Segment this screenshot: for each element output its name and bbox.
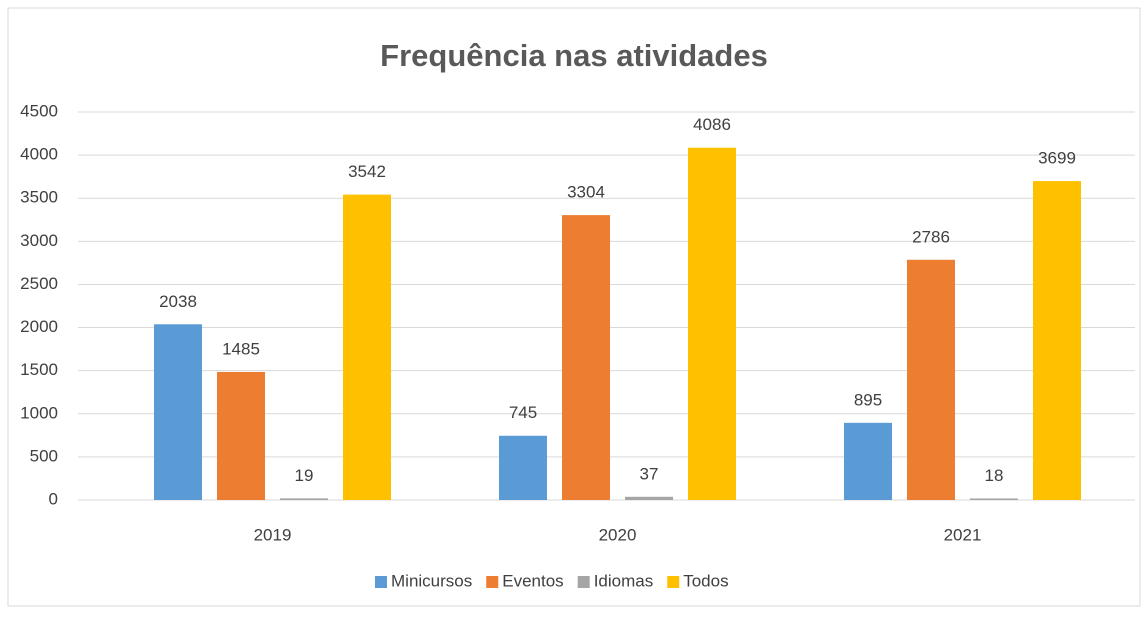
- bar: [844, 422, 892, 500]
- bar: [343, 194, 391, 500]
- y-tick-label: 4000: [20, 145, 58, 164]
- x-tick-label: 2020: [599, 525, 637, 544]
- data-label: 895: [854, 390, 882, 409]
- data-label: 37: [640, 464, 659, 483]
- legend-label: Minicursos: [391, 571, 472, 590]
- legend-swatch: [486, 576, 499, 588]
- y-tick-label: 4500: [20, 101, 58, 120]
- data-label: 4086: [693, 115, 731, 134]
- bar: [625, 496, 673, 500]
- data-label: 3304: [567, 183, 605, 202]
- bar: [562, 215, 610, 501]
- x-tick-label: 2019: [254, 525, 292, 544]
- legend-swatch: [667, 576, 680, 588]
- y-tick-label: 3000: [20, 231, 58, 250]
- y-tick-label: 2000: [20, 317, 58, 336]
- y-tick-label: 2500: [20, 274, 58, 293]
- bar: [280, 498, 328, 500]
- data-label: 19: [295, 466, 314, 485]
- data-label: 745: [509, 403, 537, 422]
- legend-swatch: [375, 576, 387, 588]
- bar: [907, 259, 955, 500]
- bar: [154, 324, 202, 500]
- data-label: 3699: [1038, 149, 1076, 168]
- y-tick-label: 3500: [20, 188, 58, 207]
- legend-label: Todos: [683, 571, 728, 590]
- legend-label: Eventos: [502, 571, 563, 590]
- bar: [1033, 181, 1081, 500]
- y-tick-label: 1000: [20, 403, 58, 422]
- chart-title: Frequência nas atividades: [380, 38, 768, 73]
- data-label: 2786: [912, 227, 950, 246]
- legend-label: Idiomas: [594, 571, 654, 590]
- bar: [217, 371, 265, 500]
- data-label: 18: [985, 466, 1004, 485]
- data-label: 1485: [222, 339, 260, 358]
- legend-swatch: [577, 576, 590, 588]
- y-tick-label: 500: [30, 446, 58, 465]
- bar: [499, 435, 547, 500]
- x-tick-label: 2021: [944, 525, 982, 544]
- bar: [688, 147, 736, 501]
- data-label: 3542: [348, 162, 386, 181]
- bar: [970, 498, 1018, 500]
- y-tick-label: 0: [49, 489, 58, 508]
- y-tick-label: 1500: [20, 360, 58, 379]
- data-label: 2038: [159, 292, 197, 311]
